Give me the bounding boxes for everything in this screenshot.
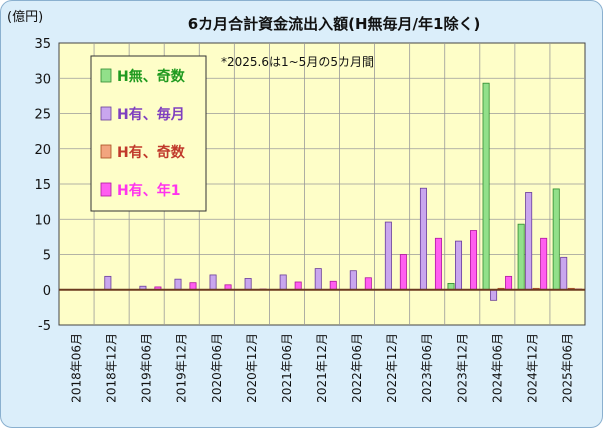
y-unit-label: (億円)	[7, 9, 43, 25]
bar	[490, 289, 498, 301]
x-tick-label: 2019年12月	[175, 333, 189, 403]
bar	[434, 237, 442, 291]
bar	[560, 256, 568, 291]
bar	[517, 223, 525, 291]
y-tick-label: 0	[43, 284, 51, 299]
bar	[314, 268, 322, 291]
x-tick-label: 2024年06月	[490, 333, 504, 403]
bar	[174, 278, 182, 291]
legend-label: H無、奇数	[117, 68, 186, 85]
bar	[189, 282, 197, 291]
y-tick-label: -5	[38, 319, 51, 334]
x-tick-label: 2022年12月	[385, 333, 399, 403]
bar	[525, 192, 533, 291]
bar	[455, 240, 463, 291]
legend-swatch	[100, 106, 112, 121]
x-tick-label: 2024年12月	[525, 333, 539, 403]
legend-label: H有、年1	[117, 182, 180, 199]
x-tick-label: 2021年12月	[315, 333, 329, 403]
bar	[349, 270, 357, 291]
y-tick-label: 25	[34, 108, 51, 123]
bar	[329, 280, 337, 291]
chart-title: 6カ月合計資金流出入額(H無毎月/年1除く)	[188, 15, 481, 33]
bar	[384, 221, 392, 291]
bar	[209, 274, 217, 291]
bar	[470, 230, 478, 291]
bar	[399, 254, 407, 291]
bar	[552, 188, 560, 291]
x-tick-label: 2018年12月	[105, 333, 119, 403]
x-tick-label: 2025年06月	[560, 333, 574, 403]
x-tick-label: 2020年12月	[245, 333, 259, 403]
bar	[294, 281, 302, 291]
y-tick-label: 20	[34, 143, 51, 158]
bars	[104, 82, 583, 301]
bar	[279, 274, 287, 291]
bar	[540, 237, 548, 291]
y-tick-label: 15	[34, 178, 51, 193]
x-tick-label: 2023年06月	[420, 333, 434, 403]
bar	[505, 275, 513, 291]
bar	[244, 278, 252, 291]
x-tick-label: 2021年06月	[280, 333, 294, 403]
legend-swatch	[100, 182, 112, 197]
x-tick-label: 2023年12月	[455, 333, 469, 403]
bar	[482, 82, 490, 291]
x-tick-label: 2018年06月	[70, 333, 84, 403]
y-tick-label: 35	[34, 37, 51, 52]
y-tick-label: 5	[43, 249, 51, 264]
bar	[104, 275, 112, 291]
bar	[364, 277, 372, 291]
legend: H無、奇数 H有、毎月 H有、奇数 H有、年1	[90, 55, 207, 212]
y-tick-label: 30	[34, 72, 51, 87]
y-tick-label: 10	[34, 213, 51, 228]
chart-annotation: *2025.6は1~5月の5カ月間	[221, 55, 374, 69]
legend-swatch	[100, 68, 112, 83]
legend-label: H有、奇数	[117, 144, 186, 161]
legend-swatch	[100, 144, 112, 159]
x-tick-label: 2022年06月	[350, 333, 364, 403]
x-tick-label: 2020年06月	[210, 333, 224, 403]
legend-label: H有、毎月	[117, 106, 185, 123]
axes: -5 0 5 10 15 20 25 30 35 2018年06月 2018年12月 2019年06月…	[34, 37, 585, 403]
bar	[419, 187, 427, 291]
x-tick-label: 2019年06月	[140, 333, 154, 403]
